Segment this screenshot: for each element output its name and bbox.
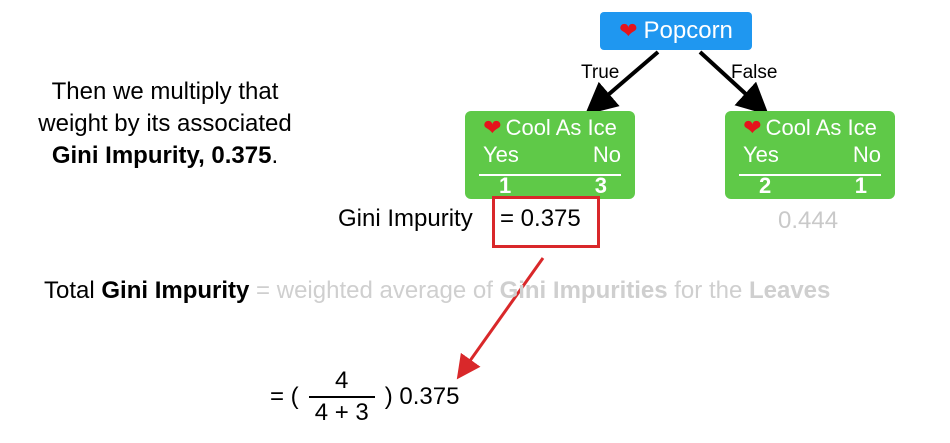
leaf-left-yes-label: Yes	[483, 142, 519, 167]
total-leaves-bold: Leaves	[748, 277, 831, 304]
formula-denominator: 4 + 3	[314, 399, 369, 426]
heart-icon: ❤	[619, 18, 638, 43]
leaf-right-title: ❤ Cool As Ice	[725, 115, 895, 141]
total-mid: = weighted average of	[249, 277, 500, 304]
leaf-left-title-text: Cool As Ice	[505, 115, 617, 140]
edge-label-false: False	[731, 62, 778, 83]
fraction-bar	[308, 396, 375, 398]
formula-numerator: 4	[335, 367, 349, 394]
explanation-period: .	[271, 142, 279, 169]
root-node-popcorn: ❤ Popcorn	[600, 12, 752, 50]
gini-impurity-label: Gini Impurity	[338, 205, 473, 232]
leaf-node-left: ❤ Cool As Ice Yes No 1 3	[465, 111, 635, 199]
highlight-box	[492, 196, 600, 248]
leaf-right-no-count: 1	[854, 173, 867, 198]
heart-icon: ❤	[743, 115, 762, 140]
false-branch-arrow	[698, 50, 769, 116]
highlight-arrow	[456, 257, 545, 380]
leaf-node-right: ❤ Cool As Ice Yes No 2 1	[725, 111, 895, 199]
leaf-left-no-label: No	[592, 142, 621, 167]
leaf-left-yes-count: 1	[499, 173, 512, 198]
leaf-right-yes-label: Yes	[743, 142, 779, 167]
gini-impurity-value-right: 0.444	[778, 207, 839, 234]
weighted-formula: = ( 4 4 + 3 ) 0.375	[270, 366, 459, 428]
total-gini-impurities-bold: Gini Impurities	[499, 277, 668, 304]
explanation-text: Then we multiply that weight by its asso…	[10, 76, 320, 172]
leaf-left-divider	[479, 174, 621, 176]
leaf-left-no-count: 3	[594, 173, 607, 198]
heart-icon: ❤	[483, 115, 502, 140]
root-node-label: Popcorn	[643, 17, 733, 44]
total-prefix: Total	[44, 277, 102, 304]
total-gini-definition: Total Gini Impurity = weighted average o…	[44, 277, 830, 305]
formula-fraction: 4 4 + 3	[308, 366, 375, 428]
explanation-line-2: weight by its associated	[38, 110, 292, 137]
explanation-gini-bold: Gini Impurity, 0.375	[51, 142, 272, 169]
true-branch-arrow	[584, 50, 660, 115]
total-mid2: for the	[667, 277, 749, 304]
total-gini-bold: Gini Impurity	[101, 277, 250, 304]
leaf-left-title: ❤ Cool As Ice	[465, 115, 635, 141]
gini-impurity-value-left: = 0.375	[500, 205, 581, 232]
leaf-right-divider	[739, 174, 881, 176]
explanation-line-3: Gini Impurity, 0.375.	[10, 140, 320, 172]
explanation-line-1: Then we multiply that	[51, 78, 279, 105]
formula-tail: ) 0.375	[384, 383, 460, 410]
leaf-right-yes-count: 2	[759, 173, 772, 198]
formula-lead: = (	[270, 383, 299, 410]
leaf-right-no-label: No	[852, 142, 881, 167]
edge-label-true: True	[581, 62, 620, 83]
leaf-right-title-text: Cool As Ice	[765, 115, 877, 140]
